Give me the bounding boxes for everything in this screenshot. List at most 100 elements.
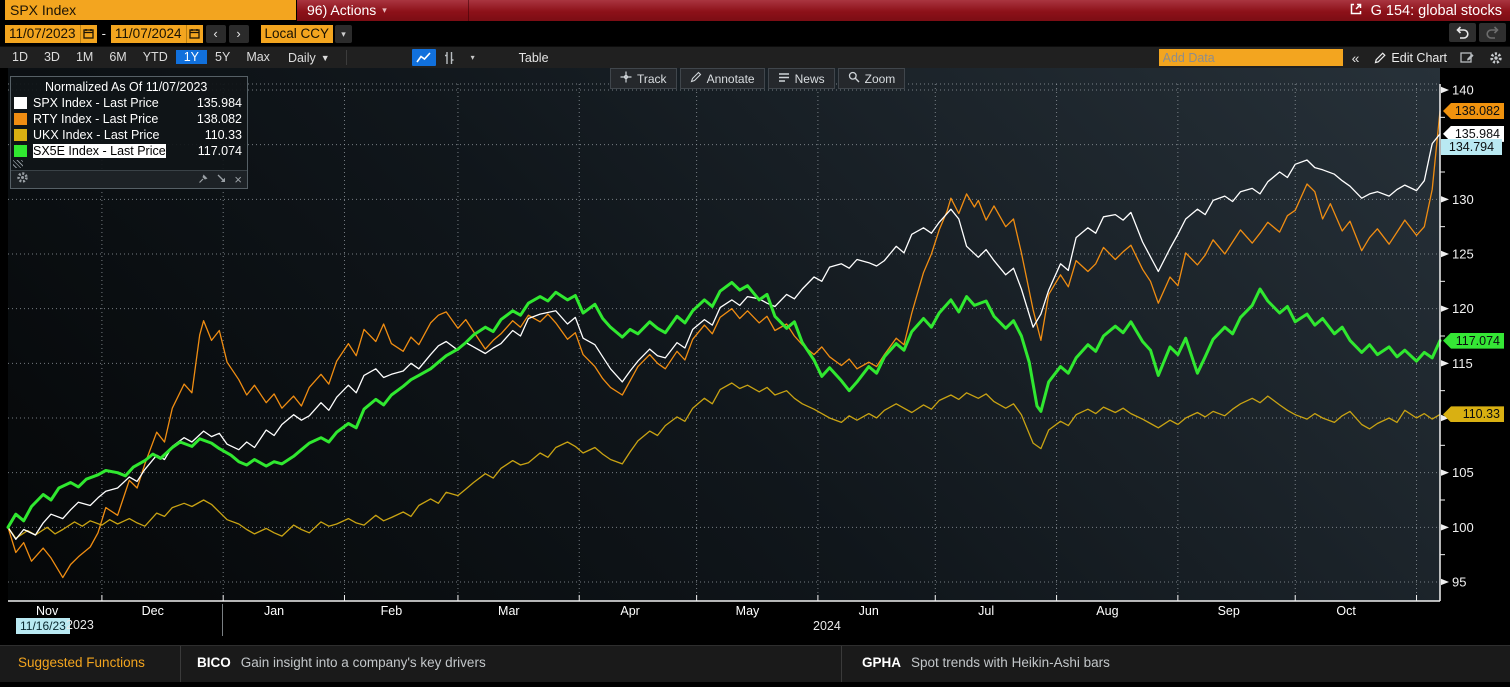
date-bar: 11/07/2023 - 11/07/2024 ‹ › Local CCY ▾ xyxy=(0,21,1510,46)
range-tab-ytd[interactable]: YTD xyxy=(142,50,168,64)
edit-chart-button[interactable]: Edit Chart xyxy=(1368,51,1453,65)
crosshair-icon xyxy=(620,71,632,86)
menu-item-96-actions[interactable]: 96) Actions ▾ xyxy=(297,0,469,21)
y-axis-tick-label: 120 xyxy=(1452,301,1474,316)
gear-icon[interactable] xyxy=(16,171,29,189)
add-data-input[interactable] xyxy=(1158,49,1343,66)
chart-area: 95 100 105 115 120 125 130 140 Nov Dec Jan Feb Mar Ap… xyxy=(0,67,1510,645)
series-color-swatch xyxy=(14,97,27,109)
function-description: Gain insight into a company's key driver… xyxy=(240,655,486,670)
screen-label-area: G 154: global stocks xyxy=(1349,2,1510,20)
x-axis-month-label: May xyxy=(736,604,760,618)
y-axis-tick-label: 140 xyxy=(1452,83,1474,98)
gear-icon[interactable] xyxy=(1482,51,1510,65)
suggested-function-gpha[interactable]: GPHA Spot trends with Heikin-Ashi bars xyxy=(862,655,1110,670)
year-divider xyxy=(222,604,223,636)
axis-price-tag: 138.082 xyxy=(1443,102,1504,119)
series-color-swatch xyxy=(14,145,27,157)
range-tab-1m[interactable]: 1M xyxy=(75,50,94,64)
y-axis-tick-label: 125 xyxy=(1452,246,1474,261)
resize-grip-icon[interactable] xyxy=(13,160,23,168)
end-date-input[interactable]: 11/07/2024 xyxy=(110,24,186,43)
legend-item[interactable]: SX5E Index - Last Price 117.074 xyxy=(11,143,247,159)
chevron-down-icon: ▼ xyxy=(320,52,330,63)
series-line-rty xyxy=(7,110,1441,579)
next-period-button[interactable]: › xyxy=(228,24,249,43)
undo-button[interactable] xyxy=(1449,23,1476,42)
chart-settings-icon[interactable] xyxy=(1453,51,1482,64)
currency-select[interactable]: Local CCY xyxy=(260,24,334,43)
legend-footer: × xyxy=(11,170,247,188)
x-axis-month-label: Feb xyxy=(381,604,403,618)
y-axis-tick-label: 130 xyxy=(1452,192,1474,207)
x-axis-month-label: Nov xyxy=(36,604,59,618)
series-line-sx5e xyxy=(6,280,1442,529)
bar-chart-type-button[interactable] xyxy=(438,49,462,66)
legend-series-value: 138.082 xyxy=(196,112,242,126)
minimize-icon[interactable] xyxy=(216,171,227,189)
suggested-function-bico[interactable]: BICO Gain insight into a company's key dr… xyxy=(197,655,486,670)
legend-series-name: SPX Index - Last Price xyxy=(33,96,159,110)
track-button[interactable]: Track xyxy=(610,68,677,89)
legend-panel[interactable]: Normalized As Of 11/07/2023 SPX Index - … xyxy=(10,76,248,189)
y-axis-tick-label: 105 xyxy=(1452,465,1474,480)
tool-button-label: Annotate xyxy=(706,71,755,86)
range-tab-5y[interactable]: 5Y xyxy=(215,50,231,64)
legend-series-name: UKX Index - Last Price xyxy=(33,128,160,142)
legend-item[interactable]: UKX Index - Last Price 110.33 xyxy=(11,127,247,143)
pencil-icon xyxy=(690,71,702,86)
zoom-button[interactable]: Zoom xyxy=(837,68,906,89)
export-icon[interactable] xyxy=(1349,2,1363,20)
chart-toolbar: 1D 3D 1M 6M YTD 1Y 5Y Max Daily▼ ▾ Table « Edit… xyxy=(0,46,1510,68)
range-tabs: 1D 3D 1M 6M YTD 1Y 5Y Max xyxy=(4,47,278,68)
table-button[interactable]: Table xyxy=(518,50,549,65)
menu-bar: 94) Suggested Charts▾96) Actions▾97) Edi… xyxy=(297,0,1510,42)
y-axis-tick-label: 95 xyxy=(1452,574,1466,589)
chart-type-dropdown[interactable]: ▾ xyxy=(470,53,475,62)
axis-start-date-tag: 11/16/23 xyxy=(16,618,70,634)
year-label-2024: 2024 xyxy=(813,619,841,633)
security-input[interactable]: SPX Index xyxy=(5,0,296,20)
series-line-spx xyxy=(7,133,1441,540)
function-code: GPHA xyxy=(862,655,902,670)
redo-button[interactable] xyxy=(1479,23,1506,42)
range-tab-1d[interactable]: 1D xyxy=(12,50,28,64)
calendar-icon[interactable] xyxy=(79,24,97,43)
y-axis-tick-label: 115 xyxy=(1452,356,1473,371)
divider xyxy=(180,646,181,682)
chevron-down-icon[interactable]: ▾ xyxy=(335,24,353,43)
news-button[interactable]: News xyxy=(767,68,835,89)
close-icon[interactable]: × xyxy=(234,172,242,187)
menu-item-label: 96) Actions xyxy=(307,2,377,18)
title-bar: SPX Index 94) Suggested Charts▾96) Actio… xyxy=(0,0,1510,42)
tool-button-label: Zoom xyxy=(864,71,896,86)
x-axis-month-label: Mar xyxy=(498,604,520,618)
year-label-2023: 2023 xyxy=(66,618,94,632)
calendar-icon[interactable] xyxy=(185,24,203,43)
pencil-icon xyxy=(1375,51,1387,63)
range-tab-max[interactable]: Max xyxy=(246,50,270,64)
axis-price-tag: 117.074 xyxy=(1443,332,1504,349)
legend-series-value: 110.33 xyxy=(204,128,242,142)
screen-label: G 154: global stocks xyxy=(1370,2,1502,19)
legend-series-name: SX5E Index - Last Price xyxy=(33,144,166,158)
axis-price-tag: 134.794 xyxy=(1441,138,1502,155)
range-tab-1y[interactable]: 1Y xyxy=(175,50,208,64)
range-tab-6m[interactable]: 6M xyxy=(109,50,127,64)
legend-series-value: 117.074 xyxy=(197,144,242,158)
frequency-select[interactable]: Daily ▼ xyxy=(287,50,330,65)
pin-icon[interactable] xyxy=(198,171,209,189)
start-date-input[interactable]: 11/07/2023 xyxy=(5,24,80,43)
prev-period-button[interactable]: ‹ xyxy=(205,24,226,43)
annotate-button[interactable]: Annotate xyxy=(679,68,765,89)
range-tab-3d[interactable]: 3D xyxy=(43,50,60,64)
line-chart-type-button[interactable] xyxy=(411,49,436,66)
collapse-panel-button[interactable]: « xyxy=(1351,49,1360,66)
x-axis-month-label: Dec xyxy=(142,604,164,618)
legend-title: Normalized As Of 11/07/2023 xyxy=(45,80,208,94)
axis-price-tag: 110.33 xyxy=(1443,406,1504,423)
chevron-down-icon: ▾ xyxy=(382,5,387,15)
legend-item[interactable]: SPX Index - Last Price 135.984 xyxy=(11,95,247,111)
legend-item[interactable]: RTY Index - Last Price 138.082 xyxy=(11,111,247,127)
